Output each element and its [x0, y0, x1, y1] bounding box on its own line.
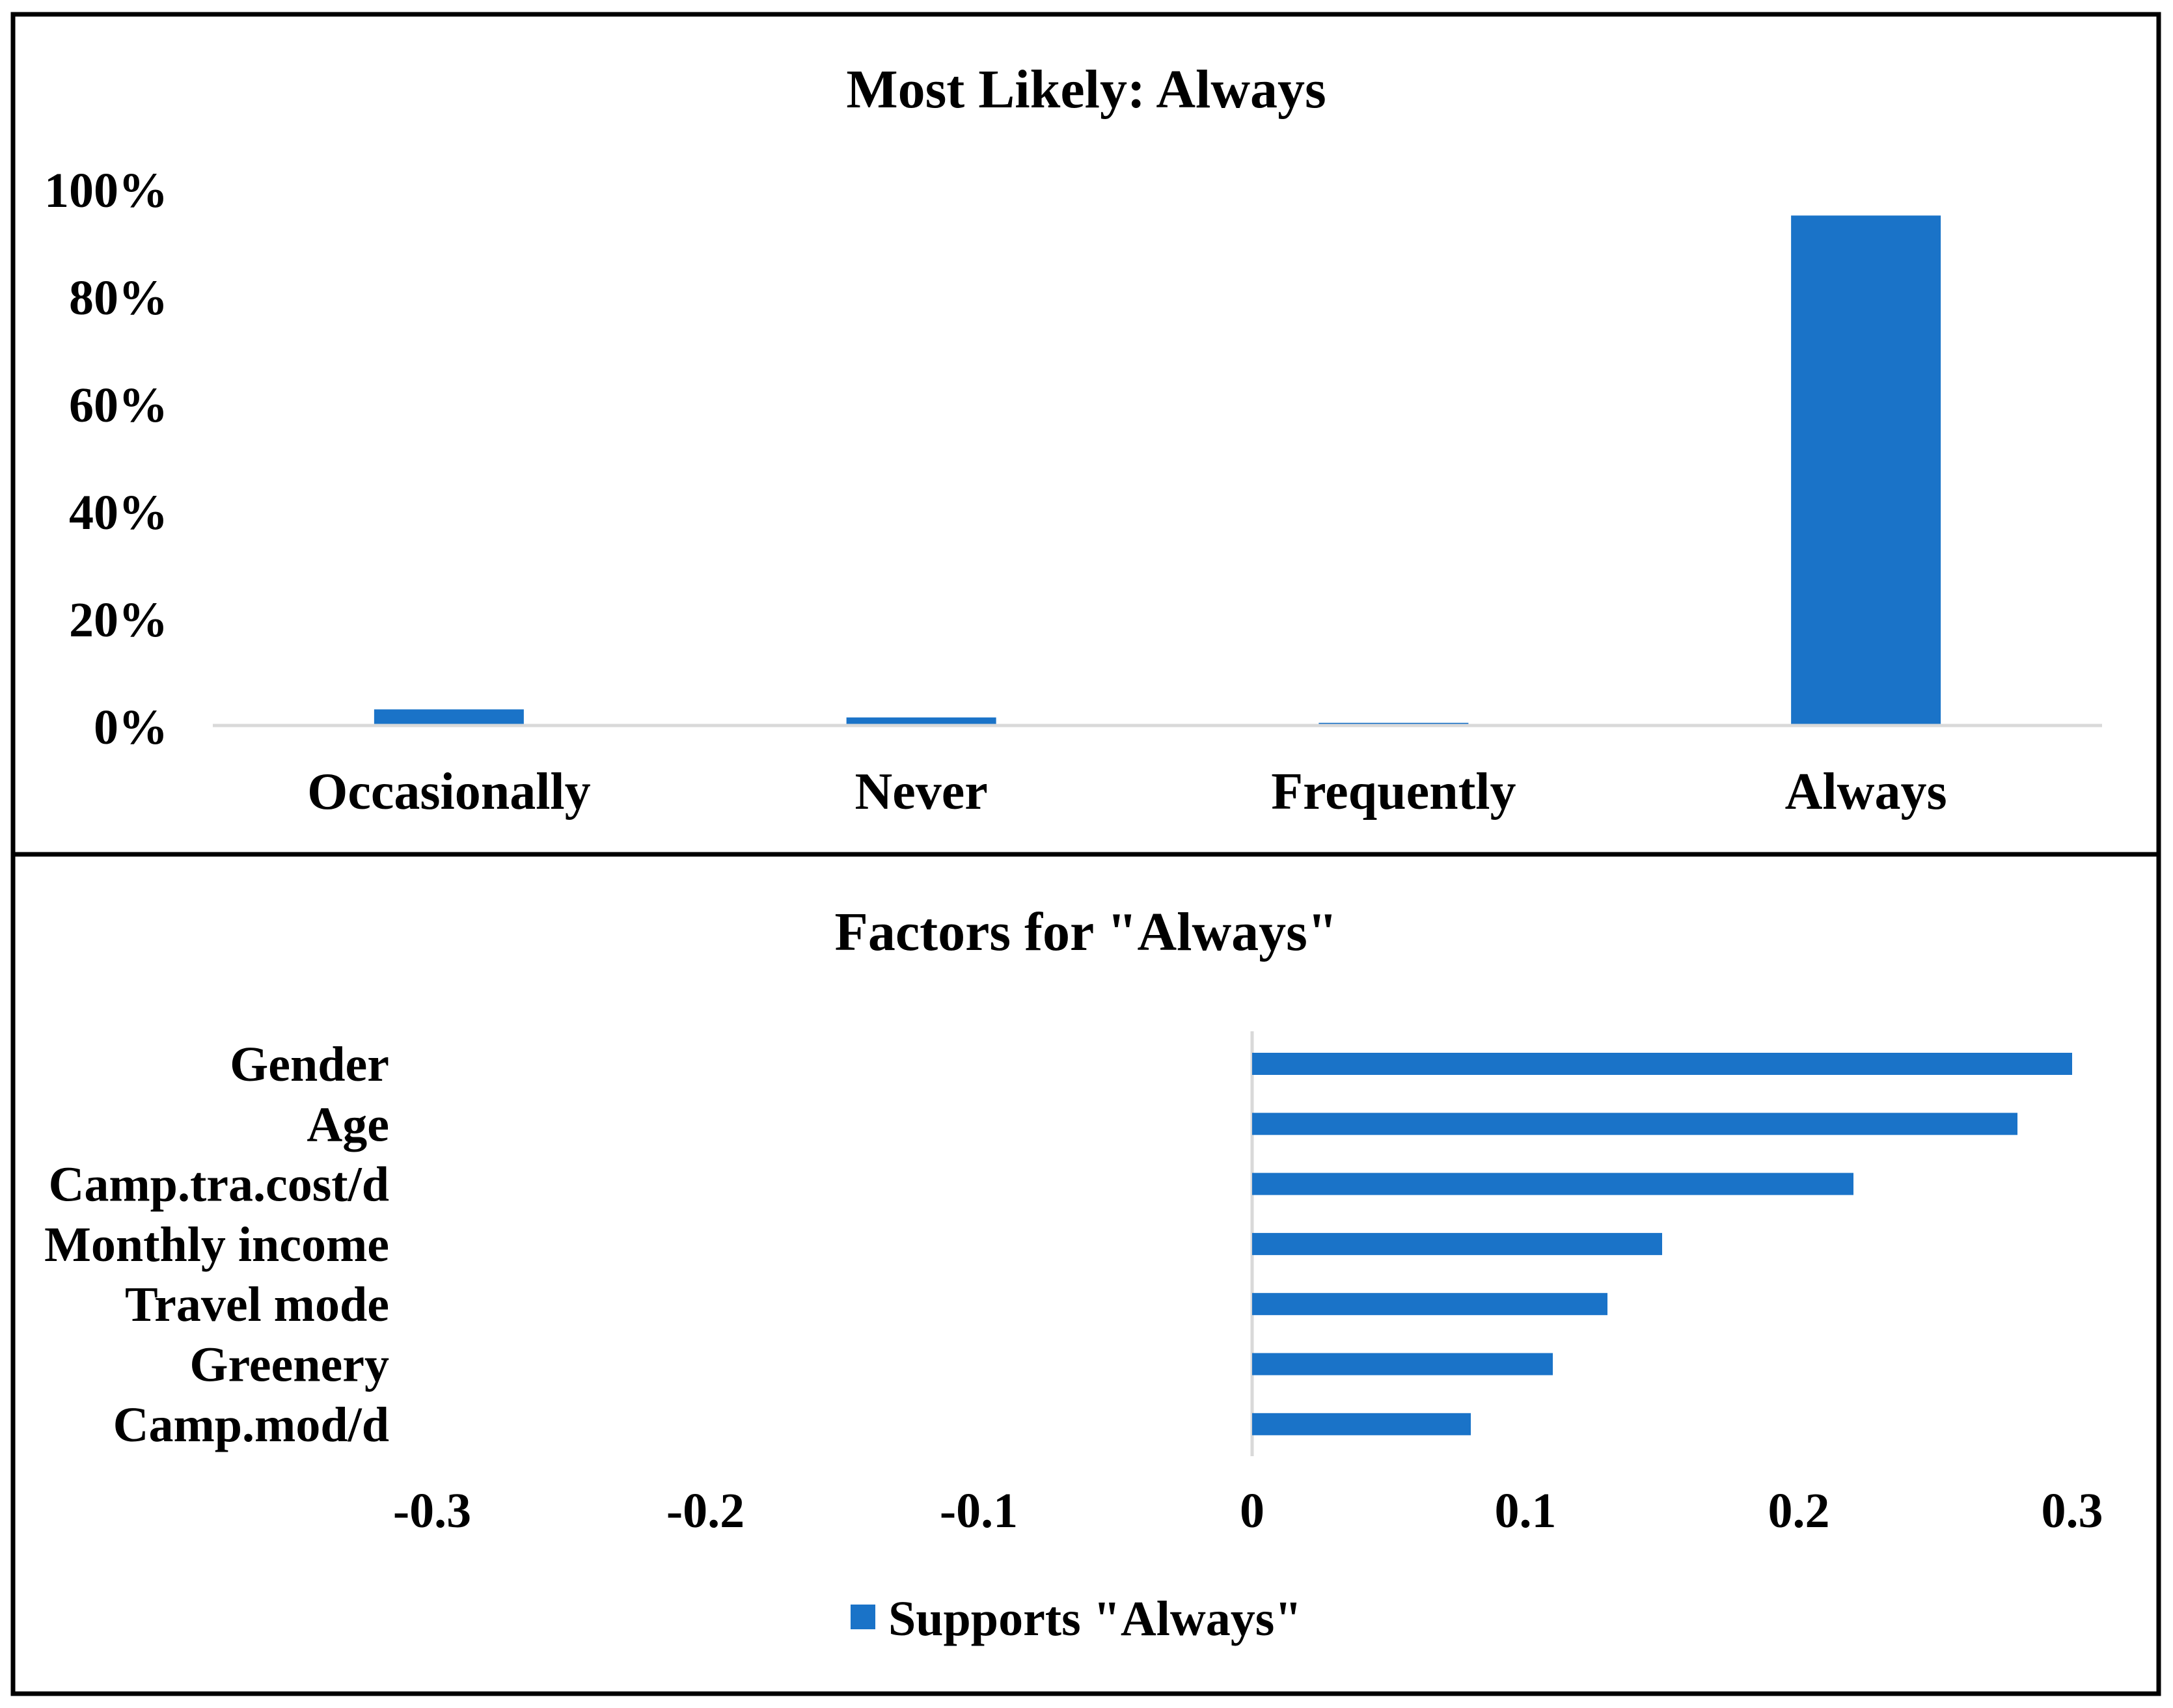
x-tick-label: 0.3: [2042, 1484, 2103, 1538]
y-tick-label: Age: [307, 1097, 389, 1152]
y-tick-label: Gender: [230, 1037, 389, 1092]
x-tick-label: Always: [1785, 763, 1947, 820]
legend-swatch: [851, 1605, 875, 1629]
x-tick-label: Never: [854, 763, 987, 820]
x-tick-label: -0.2: [666, 1484, 745, 1538]
x-tick-label: Occasionally: [307, 763, 591, 820]
bar: [1791, 215, 1941, 725]
bar: [1252, 1293, 1607, 1316]
y-tick-label: 40%: [69, 485, 168, 540]
x-tick-label: -0.3: [393, 1484, 471, 1538]
x-tick-label: 0.1: [1495, 1484, 1557, 1538]
bar: [846, 717, 996, 725]
y-tick-label: Monthly income: [44, 1217, 389, 1272]
x-tick-label: 0: [1240, 1484, 1264, 1538]
y-tick-label: Greenery: [189, 1338, 389, 1392]
y-tick-label: 100%: [44, 163, 168, 218]
y-tick-label: 0%: [94, 700, 168, 755]
y-tick-label: Travel mode: [125, 1277, 389, 1332]
bar: [1252, 1173, 1853, 1195]
most-likely-chart: Most Likely: Always 0% 20% 40% 60% 80% 100% O…: [10, 12, 2161, 857]
chart-title: Factors for "Always": [835, 902, 1338, 962]
bar: [1252, 1113, 2017, 1135]
x-tick-label: Frequently: [1271, 763, 1516, 820]
x-tick-label: -0.1: [940, 1484, 1018, 1538]
legend-label: Supports "Always": [888, 1592, 1302, 1646]
y-tick-label: 60%: [69, 378, 168, 433]
bar: [1252, 1053, 2072, 1075]
bar: [1252, 1353, 1553, 1376]
y-tick-label: 80%: [69, 271, 168, 325]
y-tick-label: 20%: [69, 593, 168, 647]
bar: [1252, 1232, 1662, 1255]
y-tick-label: Camp.mod/d: [113, 1398, 389, 1452]
bottom-panel-frame: [10, 852, 2161, 1696]
bar: [1252, 1413, 1471, 1435]
chart-title: Most Likely: Always: [846, 59, 1326, 120]
y-tick-label: Camp.tra.cost/d: [48, 1158, 389, 1212]
bar: [374, 709, 524, 725]
x-tick-label: 0.2: [1768, 1484, 1830, 1538]
legend: Supports "Always": [851, 1592, 1302, 1646]
